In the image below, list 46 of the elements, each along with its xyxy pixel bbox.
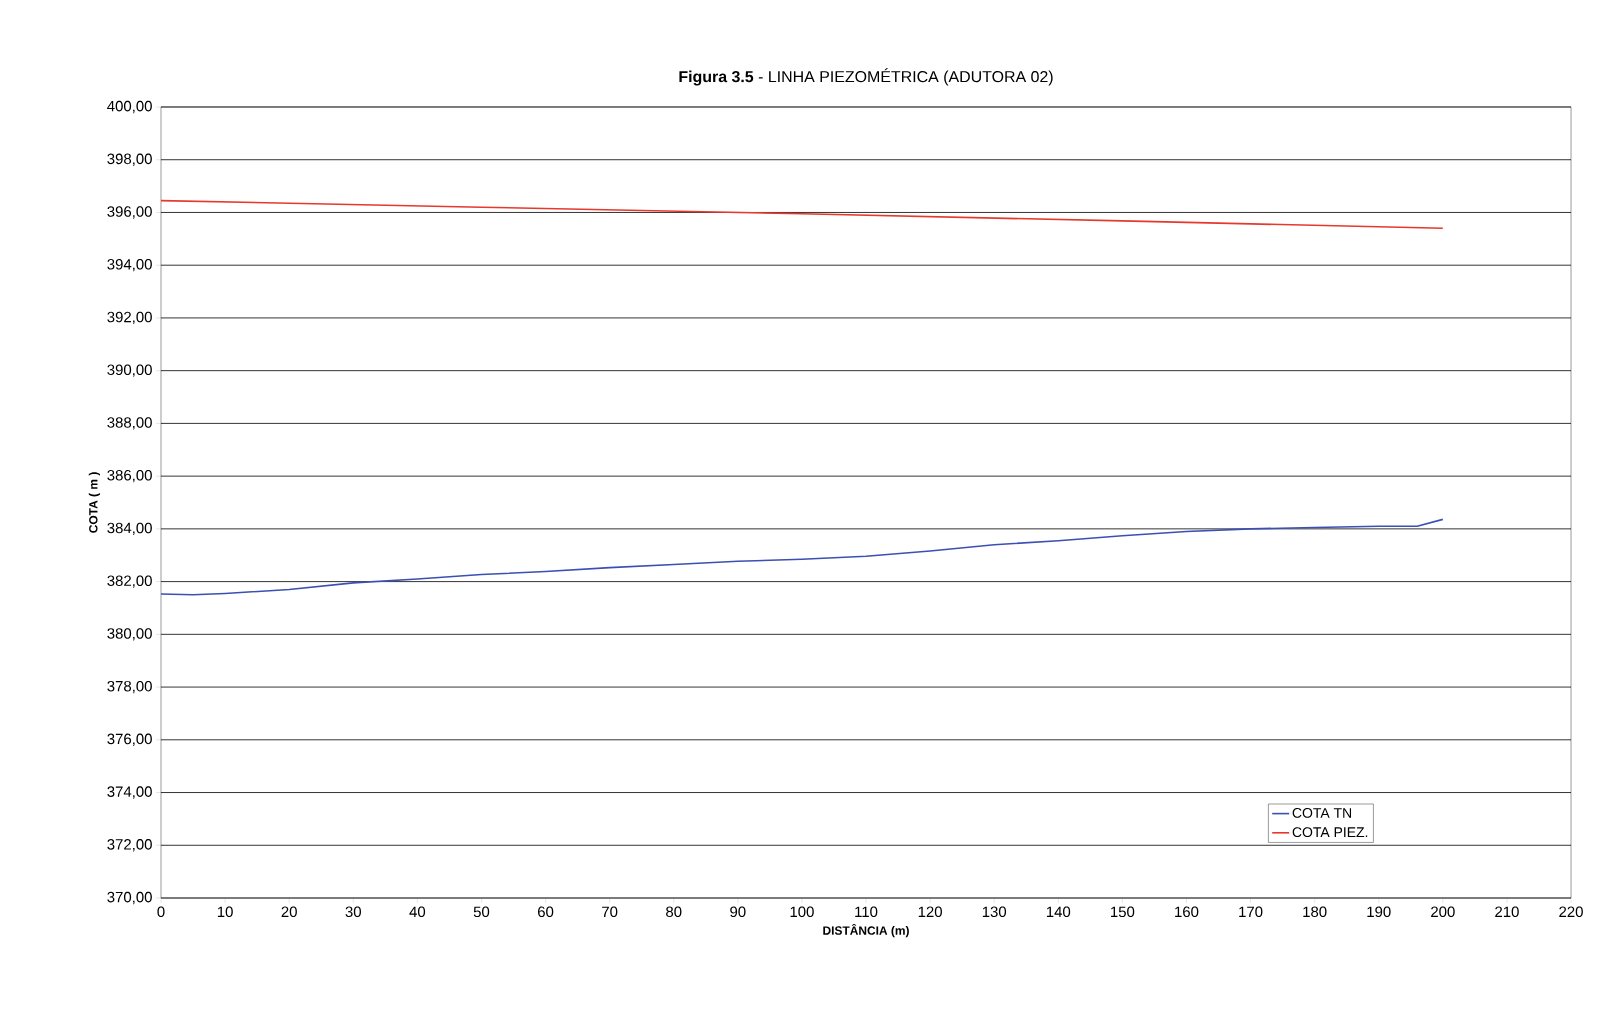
x-tick-label: 10 [217,906,233,918]
x-axis-title: DISTÂNCIA (m) [823,923,909,938]
line-series [161,199,1444,230]
x-tick-label: 150 [1111,906,1135,918]
legend-label: COTA PIEZ. [1292,827,1368,838]
x-tick-label: 0 [157,906,165,918]
chart-title: Figura 3.5 - LINHA PIEZOMÉTRICA (ADUTORA 02) [679,68,1053,86]
x-tick-label: 30 [345,906,361,918]
x-tick-label: 210 [1495,906,1519,918]
x-tick-label: 60 [538,906,554,918]
y-tick-label: 372,00 [107,839,152,852]
x-tick-label: 50 [473,906,490,918]
y-tick-label: 376,00 [107,733,152,746]
y-tick-label: 374,00 [107,786,152,799]
line-series [161,518,1444,596]
y-tick-label: 398,00 [107,153,152,166]
x-tick-label: 180 [1303,906,1327,918]
y-axis-title: COTA ( m ) [88,472,100,533]
x-tick-label: 200 [1431,906,1455,918]
x-tick-label: 70 [602,906,618,918]
x-tick-label: 160 [1175,906,1199,918]
x-tick-label: 80 [666,906,682,918]
y-tick-label: 396,00 [107,206,152,219]
y-tick-label: 392,00 [107,311,152,325]
x-tick-label: 190 [1367,906,1391,918]
y-tick-label: 384,00 [107,522,152,536]
x-tick-label: 130 [982,906,1007,918]
y-tick-label: 380,00 [107,628,152,641]
y-tick-label: 390,00 [107,364,152,377]
x-tick-label: 90 [730,906,746,918]
y-tick-label: 394,00 [107,259,152,272]
x-tick-label: 170 [1239,906,1263,918]
y-tick-label: 386,00 [107,469,152,483]
y-tick-label: 388,00 [107,417,152,430]
y-tick-label: 378,00 [107,680,152,694]
legend-label: COTA TN [1292,807,1352,818]
y-tick-label: 370,00 [107,891,152,905]
x-tick-label: 20 [281,906,297,918]
x-tick-label: 220 [1559,906,1583,918]
y-tick-label: 400,00 [107,100,152,114]
x-tick-label: 140 [1046,906,1071,918]
x-tick-label: 100 [790,906,814,918]
x-tick-label: 110 [855,906,878,918]
x-tick-label: 120 [918,906,942,918]
x-tick-label: 40 [409,906,426,918]
y-tick-label: 382,00 [107,575,152,588]
